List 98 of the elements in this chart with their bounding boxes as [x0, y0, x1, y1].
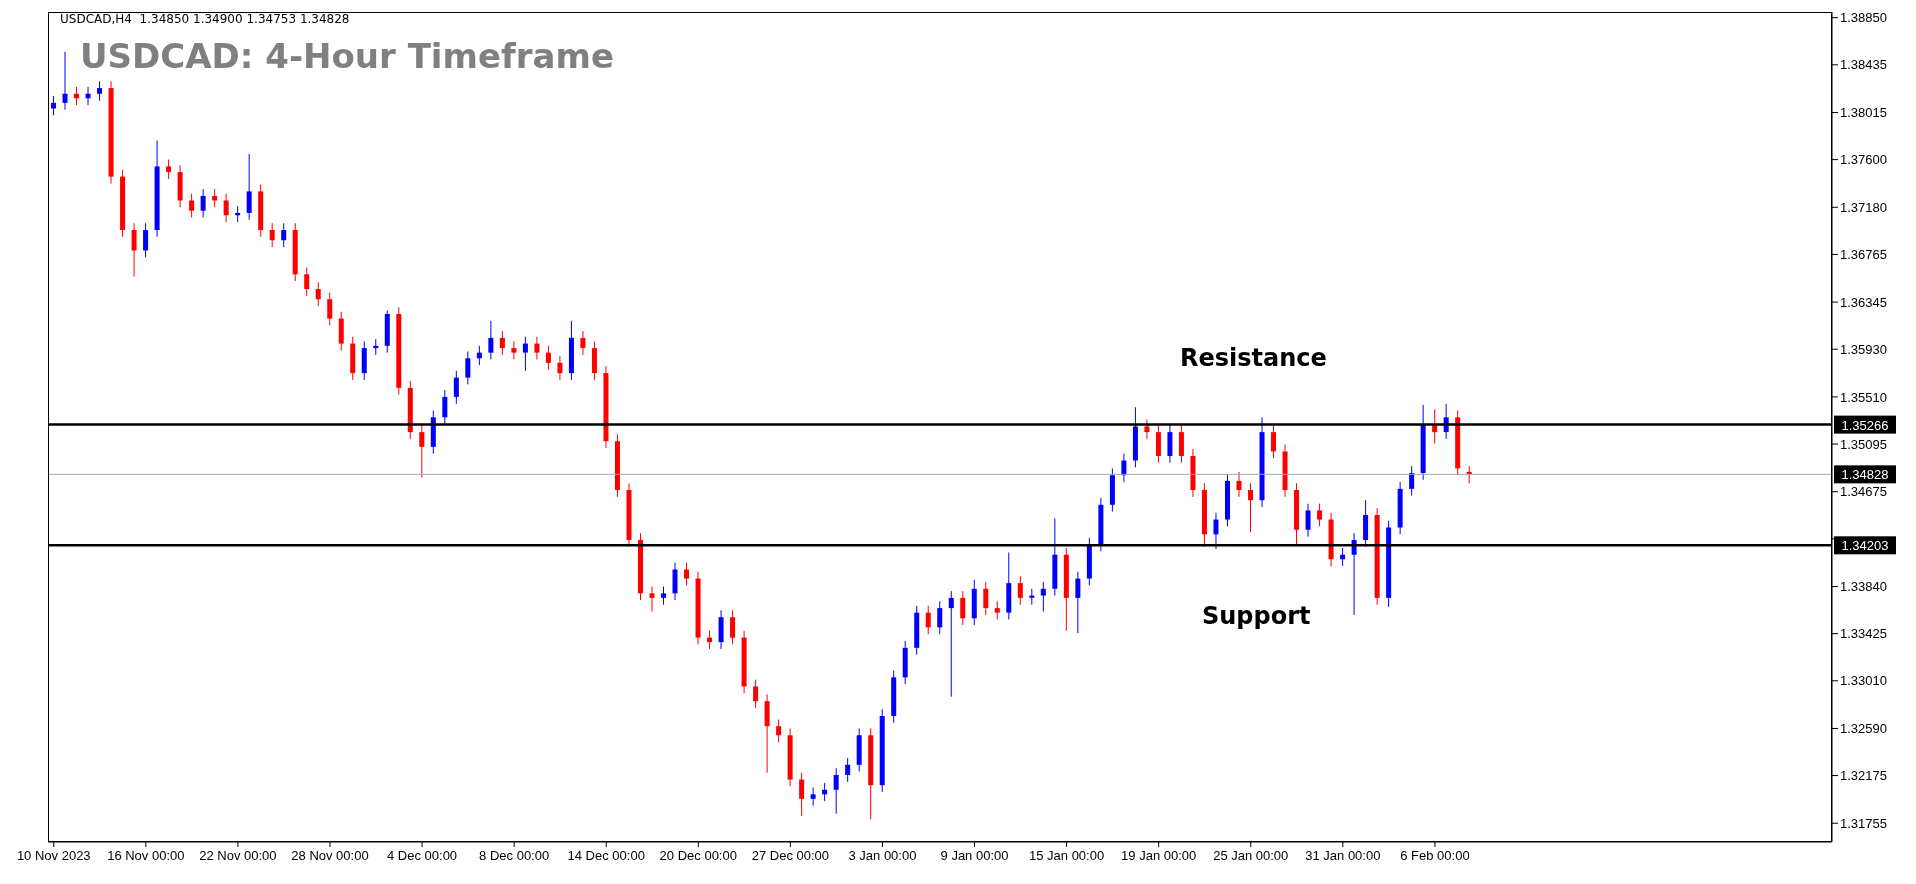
candlestick	[1409, 465, 1415, 497]
x-tick-label: 6 Feb 00:00	[1400, 848, 1470, 863]
x-tick-label: 8 Dec 00:00	[479, 848, 550, 863]
candlestick	[97, 80, 103, 102]
ref-line-label: 1.34828	[1841, 467, 1889, 483]
y-tick-label: 1.36765	[1840, 247, 1887, 263]
x-tick-label: 10 Nov 2023	[16, 848, 91, 863]
x-tick-label: 20 Dec 00:00	[659, 848, 737, 863]
candlestick	[200, 188, 206, 219]
text: USDCAD: 4-Hour Timeframe	[80, 36, 614, 76]
candlestick	[1121, 453, 1127, 483]
x-tick-label: 3 Jan 00:00	[848, 848, 917, 863]
candlestick	[1248, 482, 1254, 533]
y-tick-label: 1.36345	[1840, 294, 1887, 310]
x-tick-label: 25 Jan 00:00	[1213, 848, 1289, 863]
x-tick-label: 28 Nov 00:00	[291, 848, 369, 863]
candlestick	[281, 222, 287, 248]
candlestick	[304, 266, 310, 297]
x-tick-label: 22 Nov 00:00	[199, 848, 277, 863]
candlestick	[488, 320, 494, 360]
y-tick-label: 1.38850	[1840, 10, 1887, 26]
ref-line-label: 1.35266	[1841, 417, 1889, 433]
candlestick	[983, 581, 989, 616]
candlestick	[799, 772, 805, 817]
candlestick	[684, 562, 690, 586]
candlestick	[465, 350, 471, 385]
candlestick	[1317, 503, 1323, 527]
candlestick	[143, 222, 149, 258]
candlestick	[315, 281, 321, 307]
y-tick-label: 1.37600	[1840, 152, 1887, 168]
candlestick	[269, 222, 275, 248]
candlestick	[545, 345, 551, 371]
y-tick-label: 1.38435	[1840, 57, 1887, 73]
candlestick	[62, 51, 68, 111]
candlestick	[810, 787, 816, 807]
annotation: USDCAD,H4 1.34850 1.34900 1.34753 1.34828	[60, 12, 350, 26]
candlestick	[753, 679, 759, 709]
candlestick	[453, 370, 459, 405]
candlestick	[833, 767, 839, 815]
candlestick	[580, 330, 586, 356]
x-tick-label: 14 Dec 00:00	[567, 848, 645, 863]
candlestick	[1155, 424, 1161, 464]
candlestick	[1075, 571, 1081, 634]
y-tick-label: 1.31755	[1840, 815, 1887, 831]
candlestick	[189, 193, 195, 219]
candlestick	[925, 605, 931, 635]
candlestick	[960, 590, 966, 626]
candlestick	[1178, 424, 1184, 464]
candlestick	[1305, 503, 1311, 538]
candlestick	[730, 609, 736, 645]
candlestick	[442, 389, 448, 425]
candlestick	[166, 159, 172, 180]
candlestick	[994, 600, 1000, 620]
x-tick-label: 16 Nov 00:00	[107, 848, 185, 863]
x-tick-label: 19 Jan 00:00	[1121, 848, 1197, 863]
x-tick-label: 4 Dec 00:00	[387, 848, 458, 863]
candlestick	[1271, 424, 1277, 459]
candlestick	[948, 590, 954, 698]
candlestick	[937, 600, 943, 635]
y-tick-label: 1.37180	[1840, 199, 1887, 215]
candlestick	[1167, 424, 1173, 464]
y-tick-label: 1.33425	[1840, 626, 1887, 642]
y-tick-label: 1.32590	[1840, 721, 1887, 737]
candlestick	[776, 718, 782, 743]
candlestick	[327, 291, 333, 326]
x-tick-label: 27 Dec 00:00	[751, 848, 830, 863]
y-tick-label: 1.38015	[1840, 105, 1887, 121]
y-tick-label: 1.35510	[1840, 389, 1887, 405]
candlestick	[511, 340, 517, 360]
x-tick-label: 15 Jan 00:00	[1029, 848, 1105, 863]
y-tick-label: 1.34675	[1840, 484, 1887, 500]
candlestick	[1017, 575, 1023, 606]
candlestick	[1040, 581, 1046, 613]
ref-line-label: 1.34203	[1841, 538, 1889, 554]
candlestick	[522, 336, 528, 372]
candlestick	[419, 424, 425, 479]
candlestick	[661, 586, 667, 606]
candlestick	[51, 95, 56, 116]
candlestick	[649, 586, 655, 613]
y-tick-label: 1.35930	[1840, 341, 1887, 357]
candlestick	[534, 336, 540, 360]
annotation: Resistance	[1180, 344, 1327, 372]
y-tick-label: 1.35095	[1840, 436, 1887, 452]
y-tick-label: 1.33840	[1840, 579, 1887, 595]
x-tick-label: 9 Jan 00:00	[940, 848, 1009, 863]
candlestick	[131, 222, 137, 278]
candlestick	[1236, 471, 1242, 498]
candlestick	[1213, 512, 1219, 550]
candlestick	[845, 757, 851, 783]
candlestick	[499, 330, 505, 356]
x-tick-label: 31 Jan 00:00	[1305, 848, 1381, 863]
candlestick	[223, 193, 229, 223]
annotation: Support	[1202, 602, 1311, 630]
y-tick-label: 1.32175	[1840, 768, 1887, 784]
candlestick	[246, 153, 252, 221]
candlestick	[557, 355, 563, 381]
y-tick-label: 1.33010	[1840, 673, 1887, 689]
candlestick	[672, 562, 678, 601]
